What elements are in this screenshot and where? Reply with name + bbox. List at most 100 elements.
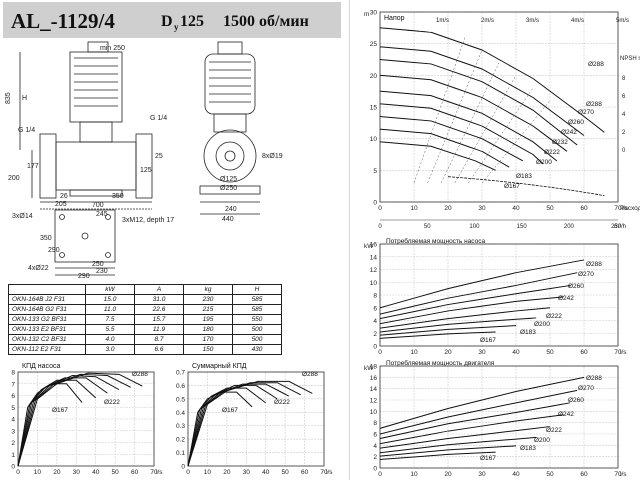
curve-annotation: Ø260: [568, 283, 584, 290]
spec-cell: 150: [183, 344, 233, 355]
y-tick-label: 12: [370, 398, 378, 405]
spec-cell: 7.5: [85, 314, 135, 325]
curve-annotation: Ø288: [302, 371, 318, 378]
series-line: [379, 451, 496, 460]
du-value: 125: [180, 13, 204, 30]
y-tick-label: 3: [11, 428, 15, 435]
x-axis-label: Расход: [620, 205, 640, 212]
model-title: AL_-1129/4: [11, 9, 115, 33]
dim-label: 440: [222, 216, 234, 223]
spec-header-cell: A: [134, 284, 184, 295]
series-line: [379, 436, 537, 454]
page-divider: [349, 0, 350, 480]
spec-cell: 6.6: [134, 344, 184, 355]
curve-annotation: Ø270: [578, 109, 594, 116]
curve-annotation: Ø242: [561, 129, 577, 136]
curve-annotation: Ø222: [544, 149, 560, 156]
y-tick-label: 25: [370, 41, 378, 48]
y-tick-label: 0.3: [176, 423, 185, 430]
spec-cell: 230: [183, 294, 233, 305]
plot-frame: [379, 243, 619, 347]
du-subscript: y: [174, 22, 179, 32]
x-tick-label: 30: [478, 349, 486, 356]
series-line: [379, 317, 537, 333]
plot-frame: [187, 371, 325, 467]
curve-annotation: Ø167: [52, 407, 68, 414]
curve-annotation: Ø242: [558, 295, 574, 302]
curve-annotation: Ø167: [222, 407, 238, 414]
x-tick-label: 10: [204, 469, 212, 476]
front-flange-right: [135, 133, 153, 199]
dim-label: 290: [78, 273, 90, 280]
x-tick-label: 60: [131, 469, 139, 476]
title-box: AL_-1129/4 D y 125 1500 об/мин: [3, 2, 341, 38]
spec-cell: 585: [232, 294, 282, 305]
spec-cell: OKN-132 C2 BF31: [8, 334, 86, 345]
series-line: [379, 90, 558, 162]
x-tick-label: 50: [546, 471, 554, 478]
spec-cell: 4.0: [85, 334, 135, 345]
y-axis-label: m: [364, 11, 369, 18]
spec-cell: 11.9: [134, 324, 184, 335]
curve-annotation: Ø222: [546, 427, 562, 434]
dim-label: 200: [8, 175, 20, 182]
x-tick-label: 20: [444, 471, 452, 478]
curve-annotation: Ø260: [568, 397, 584, 404]
spec-cell: 215: [183, 304, 233, 315]
npsh-tick-label: 6: [622, 94, 626, 100]
y-tick-label: 10: [370, 409, 378, 416]
y-tick-label: 1: [11, 452, 15, 459]
series-line: [379, 141, 496, 171]
curve-annotation: Ø270: [578, 271, 594, 278]
side-motor: [204, 53, 256, 115]
spec-cell: 500: [232, 324, 282, 335]
spec-cell: OKN-133 G2 BF31: [8, 314, 86, 325]
x-tick-label: 0: [378, 205, 382, 212]
spec-cell: 11.0: [85, 304, 135, 315]
chart-title: Напор: [384, 15, 405, 22]
dim-label: 177: [27, 163, 39, 170]
dim-label: G 1/4: [150, 115, 167, 122]
curve-annotation: Ø288: [586, 375, 602, 382]
spec-cell: OKN-112 E2 F31: [8, 344, 86, 355]
x2-tick-label: 50: [424, 224, 431, 230]
series-line: [187, 387, 267, 467]
side-flange: [203, 129, 257, 183]
x-tick-label: 60: [301, 469, 309, 476]
dim-label: Ø250: [220, 185, 237, 192]
curve-annotation: Ø288: [588, 61, 604, 68]
dim-label: 4xØ22: [28, 265, 49, 272]
series-line: [379, 307, 551, 329]
chart-motor-power: 0 10 20 30 40 50 60 70 0 2 4 6 8 10 12 14 16 18 Потребляем…: [364, 359, 627, 478]
x-tick-label: 60: [580, 349, 588, 356]
y-tick-label: 8: [373, 293, 377, 300]
series-line: [187, 380, 313, 467]
dim-label: 205: [55, 201, 67, 208]
x2-tick-label: 0: [378, 224, 382, 230]
y-tick-label: 0: [373, 466, 377, 473]
y-tick-label: 0: [373, 200, 377, 207]
curve-annotation: Ø200: [534, 437, 550, 444]
curve-annotation: Ø232: [552, 139, 568, 146]
chart-pump-power: 0 10 20 30 40 50 60 70 0 2 4 6 8 10 12 14 16 Потребляемая…: [364, 237, 627, 356]
y-tick-label: 0: [373, 344, 377, 351]
series-line: [379, 296, 564, 325]
dim-label: Ø125: [220, 176, 237, 183]
curve-annotation: Ø288: [132, 371, 148, 378]
dim-label: 125: [140, 167, 152, 174]
curve-annotation: Ø167: [480, 337, 496, 344]
x-tick-label: 50: [546, 205, 554, 212]
efficiency-iso-line: [468, 87, 534, 184]
y-tick-label: 0.7: [176, 370, 185, 377]
series-line: [379, 376, 585, 429]
plot-frame: [17, 371, 155, 467]
dim-label: H: [22, 95, 27, 102]
y-tick-label: 8: [373, 420, 377, 427]
curve-annotation: Ø222: [104, 399, 120, 406]
npsh-tick-label: 2: [622, 130, 626, 136]
series-line: [17, 372, 143, 467]
npsh-label: NPSH m: [620, 56, 640, 62]
spec-cell: OKN-164B J2 F31: [8, 294, 86, 305]
series-line: [379, 59, 578, 146]
